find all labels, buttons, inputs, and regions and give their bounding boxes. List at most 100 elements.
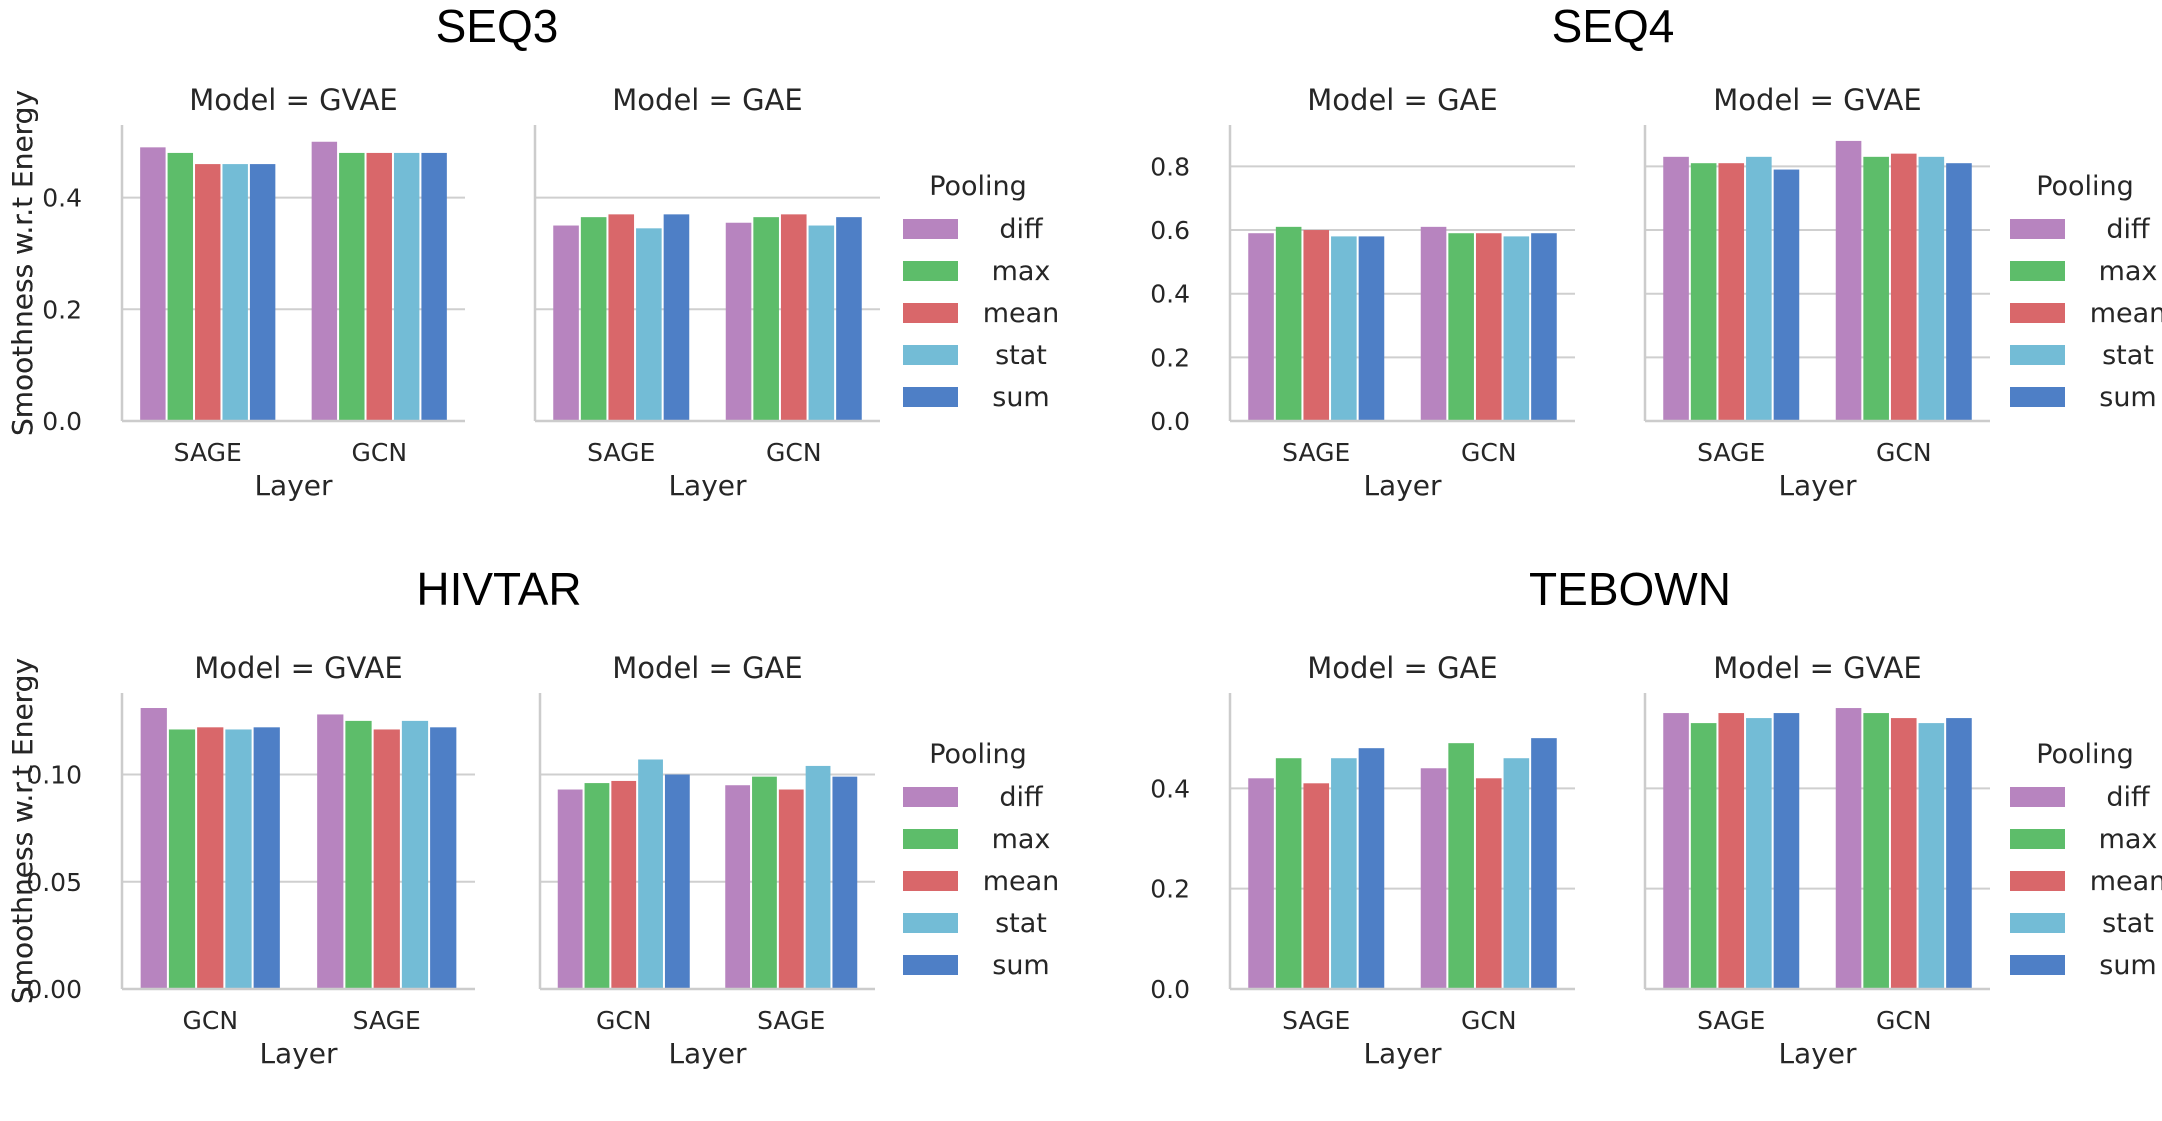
- bar-sum-gcn: [1531, 233, 1557, 421]
- y-axis-label: Smoothness w.r.t Energy: [6, 90, 39, 436]
- legend-swatch-sum: [903, 955, 958, 975]
- x-tick-label: SAGE: [1282, 438, 1350, 467]
- bar-mean-sage: [778, 789, 804, 989]
- x-tick-label: GCN: [1876, 1006, 1932, 1035]
- y-tick-label: 0.0: [42, 407, 82, 436]
- y-tick-label: 0.8: [1150, 152, 1190, 181]
- bar-max-sage: [752, 776, 777, 989]
- bar-max-sage: [1275, 758, 1302, 989]
- legend-swatch-diff: [903, 219, 958, 239]
- chart-panel-seq4-2: Model = GAE SAGE GCN Layer 0.0 0.2 0.4 0.6 0.8 Sm…: [6, 83, 1575, 502]
- bar-max-gcn: [1863, 156, 1889, 422]
- panel-title: Model = GAE: [1307, 83, 1497, 117]
- bar-diff-gcn: [1420, 768, 1447, 989]
- chart-panel-hivtar-5: Model = GAE GCN SAGE Layer: [538, 651, 875, 1070]
- y-tick-label: 0.2: [42, 295, 82, 324]
- legend-swatch-diff: [903, 787, 958, 807]
- legend-label-stat: stat: [995, 908, 1047, 939]
- bar-diff-sage: [317, 714, 344, 989]
- legend-swatch-max: [903, 829, 958, 849]
- bar-sum-sage: [832, 776, 858, 989]
- bar-max-gcn: [1448, 743, 1474, 989]
- legend-label-sum: sum: [992, 382, 1049, 413]
- x-tick-label: SAGE: [757, 1006, 825, 1035]
- bar-max-sage: [1690, 723, 1717, 989]
- x-tick-label: GCN: [1876, 438, 1932, 467]
- bar-sum-gcn: [836, 217, 862, 421]
- bar-stat-sage: [805, 765, 831, 989]
- x-tick-label: GCN: [182, 1006, 238, 1035]
- bar-stat-sage: [1331, 236, 1357, 421]
- y-tick-label: 0.0: [1150, 975, 1190, 1004]
- legend-swatch-stat: [2010, 345, 2065, 365]
- panel-title: Model = GAE: [612, 651, 802, 685]
- y-axis-label: Smoothness w.r.t Energy: [6, 658, 39, 1004]
- y-tick-label: 0.10: [26, 761, 82, 790]
- bar-diff-gcn: [1835, 140, 1862, 421]
- x-tick-label: GCN: [1461, 1006, 1517, 1035]
- dataset-title-tebown: TEBOWN: [1529, 563, 1731, 615]
- y-axis-label: Smoothness w.r.t Energy: [6, 90, 39, 436]
- x-axis-label: Layer: [259, 1037, 338, 1070]
- bar-mean-gcn: [1890, 153, 1917, 422]
- bar-mean-sage: [1718, 713, 1745, 989]
- bar-stat-gcn: [1503, 758, 1530, 989]
- bar-mean-sage: [608, 214, 635, 421]
- bar-diff-gcn: [1835, 708, 1862, 989]
- legend-label-mean: mean: [2090, 298, 2162, 329]
- y-tick-label: 0.4: [1150, 774, 1190, 803]
- x-tick-label: SAGE: [174, 438, 242, 467]
- bar-sum-sage: [1358, 748, 1385, 989]
- bar-max-gcn: [1448, 233, 1474, 421]
- bar-mean-gcn: [1475, 233, 1502, 421]
- x-axis-label: Layer: [1363, 469, 1442, 502]
- legend-label-max: max: [992, 824, 1051, 855]
- bar-mean-sage: [195, 164, 221, 421]
- bar-sum-sage: [663, 214, 690, 421]
- x-tick-label: SAGE: [1697, 438, 1765, 467]
- chart-panel-tebown-6: Model = GAE SAGE GCN Layer 0.0 0.2 0.4 Smoothne…: [6, 651, 1575, 1070]
- bar-sum-sage: [1358, 236, 1385, 421]
- panel-title: Model = GVAE: [189, 83, 397, 117]
- legend-label-diff: diff: [999, 214, 1044, 245]
- dataset-title-hivtar: HIVTAR: [416, 563, 581, 615]
- x-tick-label: GCN: [596, 1006, 652, 1035]
- bar-sum-sage: [249, 164, 276, 421]
- bar-sum-gcn: [1946, 163, 1972, 421]
- legend-swatch-mean: [2010, 303, 2065, 323]
- legend-swatch-mean: [903, 871, 958, 891]
- legend-swatch-stat: [903, 913, 958, 933]
- bar-stat-gcn: [808, 225, 835, 421]
- legend-label-stat: stat: [2102, 340, 2154, 371]
- legend-label-mean: mean: [2090, 866, 2162, 897]
- x-axis-label: Layer: [668, 469, 747, 502]
- legend-label-diff: diff: [2106, 214, 2151, 245]
- chart-panel-seq4-3: Model = GVAE SAGE GCN Layer: [1643, 83, 1990, 502]
- bar-diff-gcn: [1420, 226, 1447, 421]
- x-tick-label: SAGE: [587, 438, 655, 467]
- bar-max-sage: [167, 152, 194, 421]
- bar-stat-sage: [1746, 718, 1772, 989]
- legend-3: Pooling diff max mean stat sum: [2010, 739, 2162, 981]
- bar-max-sage: [580, 217, 607, 421]
- chart-panel-hivtar-4: Model = GVAE GCN SAGE Layer 0.00 0.05 0.10Smoo…: [6, 651, 475, 1070]
- legend-label-stat: stat: [995, 340, 1047, 371]
- bar-max-gcn: [584, 783, 610, 989]
- bar-mean-gcn: [366, 152, 392, 421]
- bar-stat-gcn: [1503, 236, 1530, 421]
- bar-max-sage: [1275, 226, 1302, 421]
- legend-2: Pooling diff max mean stat sum: [903, 739, 1059, 981]
- legend-swatch-diff: [2010, 787, 2065, 807]
- bar-diff-sage: [140, 147, 166, 421]
- legend-label-diff: diff: [2106, 782, 2151, 813]
- legend-label-max: max: [2099, 256, 2158, 287]
- bar-sum-gcn: [1946, 718, 1972, 989]
- y-tick-label: 0.2: [1150, 343, 1190, 372]
- x-tick-label: GCN: [351, 438, 407, 467]
- x-axis-label: Layer: [1778, 1037, 1857, 1070]
- bar-diff-sage: [1248, 778, 1274, 989]
- legend-title: Pooling: [2036, 739, 2134, 770]
- bar-sum-sage: [1773, 713, 1800, 989]
- bar-mean-gcn: [1475, 778, 1502, 989]
